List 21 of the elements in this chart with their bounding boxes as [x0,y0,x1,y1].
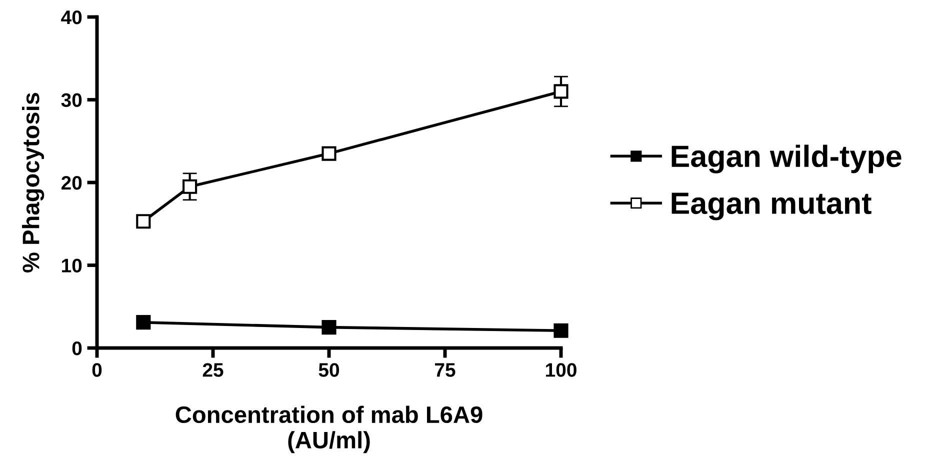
point [136,214,151,229]
y-tick-label: 0 [72,341,82,356]
point [182,179,198,194]
y-tick-label: 20 [61,176,82,190]
legend-label: Eagan mutant [672,192,872,220]
point [322,320,336,335]
point [554,84,568,99]
x-tick-label: 25 [202,363,224,377]
x-tick-label: 0 [92,363,102,377]
point [322,146,336,161]
y-axis-title: % Phagocytosis [22,92,44,272]
point [136,315,151,330]
x-axis-title: Concentration of mab L6A9 (AU/ml) [176,406,482,454]
point [554,323,568,338]
y-tick-label: 30 [61,93,82,108]
y-tick-label: 10 [62,258,82,272]
legend-label: Eagan wild-type [672,144,902,174]
x-tick-label: 75 [435,363,456,377]
x-tick-label: 100 [546,363,576,377]
x-tick-label: 50 [318,363,340,377]
y-tick-label: 40 [61,10,82,24]
